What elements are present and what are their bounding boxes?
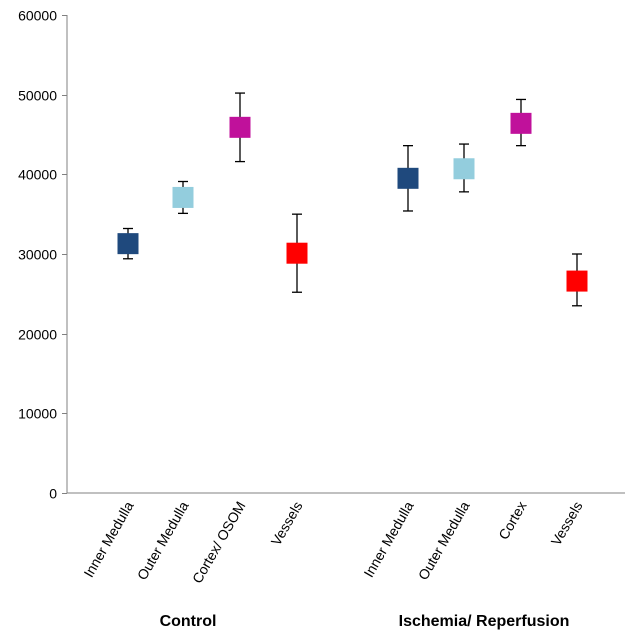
data-point-marker — [566, 270, 588, 292]
y-axis-ticks: 0 10000 20000 30000 40000 50000 60000 — [18, 8, 67, 502]
data-point-marker — [510, 112, 532, 134]
category-label: Cortex/ OSOM — [189, 499, 249, 586]
data-point-marker — [286, 242, 308, 264]
y-tick-label: 60000 — [18, 8, 57, 24]
category-label: Vessels — [268, 499, 306, 549]
category-label: Cortex — [495, 499, 529, 543]
category-label: Vessels — [548, 499, 586, 549]
group-label: Control — [160, 613, 217, 630]
category-label: Outer Medulla — [134, 498, 192, 582]
data-point-marker — [397, 167, 419, 189]
data-point-marker — [229, 116, 251, 138]
group-labels: Control Ischemia/ Reperfusion — [160, 613, 570, 630]
data-point-marker — [453, 158, 475, 180]
category-label: Outer Medulla — [415, 498, 473, 582]
y-tick-label: 20000 — [18, 327, 57, 343]
y-tick-label: 50000 — [18, 88, 57, 104]
data-point-marker — [117, 233, 139, 255]
y-tick-label: 10000 — [18, 406, 57, 422]
y-tick-label: 0 — [49, 486, 57, 502]
y-tick-label: 40000 — [18, 167, 57, 183]
data-marks — [117, 92, 588, 307]
data-point-marker — [172, 186, 194, 208]
category-label: Inner Medulla — [360, 498, 416, 580]
category-label: Inner Medulla — [80, 498, 136, 580]
y-tick-label: 30000 — [18, 247, 57, 263]
axes — [66, 15, 625, 494]
group-label: Ischemia/ Reperfusion — [399, 613, 570, 630]
